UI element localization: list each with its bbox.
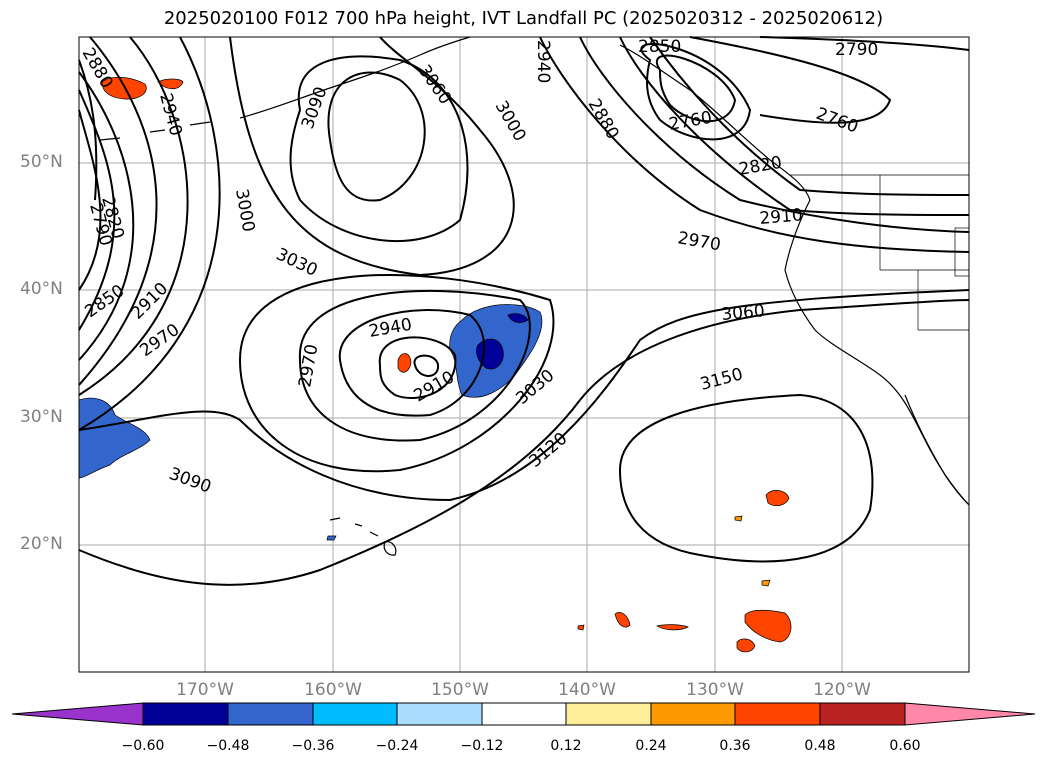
positive-anomaly-se-5	[656, 624, 689, 631]
colorbar-tick: −0.60	[121, 738, 165, 754]
lat-label: 40°N	[20, 279, 63, 299]
hawaii-islands	[329, 517, 397, 556]
baja-california	[904, 394, 970, 506]
chart-title: 2025020100 F012 700 hPa height, IVT Land…	[163, 8, 884, 29]
lat-label: 50°N	[20, 152, 63, 172]
colorbar-bin	[312, 702, 398, 726]
colorbar-tick: 0.24	[635, 738, 667, 754]
colorbar-bin	[481, 702, 567, 726]
colorbar-extend-low	[11, 702, 144, 726]
positive-anomaly-se-7	[734, 515, 743, 522]
colorbar-tick: 0.60	[889, 738, 921, 754]
negative-anomaly-core-2	[507, 313, 529, 323]
map-frame	[78, 36, 970, 673]
alaska-coast	[239, 36, 471, 119]
contour-label: 3060	[721, 301, 766, 325]
contour-label: 2910	[759, 205, 804, 229]
lat-label: 30°N	[20, 407, 63, 427]
colorbar-bin	[227, 702, 314, 726]
positive-anomaly-se-3	[736, 638, 756, 653]
contour-label: 2940	[533, 40, 553, 83]
positive-anomaly-se-4	[614, 612, 631, 628]
lon-label: 170°W	[176, 680, 234, 700]
height-contours	[78, 36, 970, 586]
political-borders	[790, 174, 970, 331]
positive-anomaly-se-1	[765, 490, 790, 507]
lon-label: 150°W	[431, 680, 489, 700]
positive-anomaly-se-8	[577, 624, 585, 631]
colorbar-tick: 0.12	[550, 738, 582, 754]
lon-label: 120°W	[813, 680, 871, 700]
lon-label: 130°W	[686, 680, 744, 700]
contour-label: 2790	[835, 40, 878, 60]
colorbar-bin	[650, 702, 736, 726]
positive-anomaly-se-2	[744, 609, 792, 643]
colorbar-tick: −0.24	[375, 738, 419, 754]
colorbar-tick: −0.12	[460, 738, 504, 754]
positive-anomaly-center	[397, 353, 412, 373]
colorbar	[11, 702, 1036, 726]
colorbar-bin	[396, 702, 483, 726]
colorbar-bin	[734, 702, 821, 726]
colorbar-tick: −0.48	[206, 738, 250, 754]
contour-label: 2850	[638, 37, 681, 57]
colorbar-bin	[142, 702, 229, 726]
colorbar-bin	[565, 702, 652, 726]
lon-label: 160°W	[304, 680, 362, 700]
positive-anomaly-nw-2	[157, 78, 184, 90]
lat-label: 20°N	[20, 534, 63, 554]
positive-anomaly-se-6	[761, 579, 771, 587]
colorbar-extend-high	[904, 702, 1036, 726]
negative-anomaly-small	[326, 535, 337, 541]
colorbar-bin	[819, 702, 906, 726]
colorbar-tick: 0.48	[804, 738, 836, 754]
positive-anomaly-nw	[101, 77, 147, 100]
colorbar-tick: 0.36	[719, 738, 751, 754]
colorbar-tick: −0.36	[291, 738, 335, 754]
lon-label: 140°W	[558, 680, 616, 700]
